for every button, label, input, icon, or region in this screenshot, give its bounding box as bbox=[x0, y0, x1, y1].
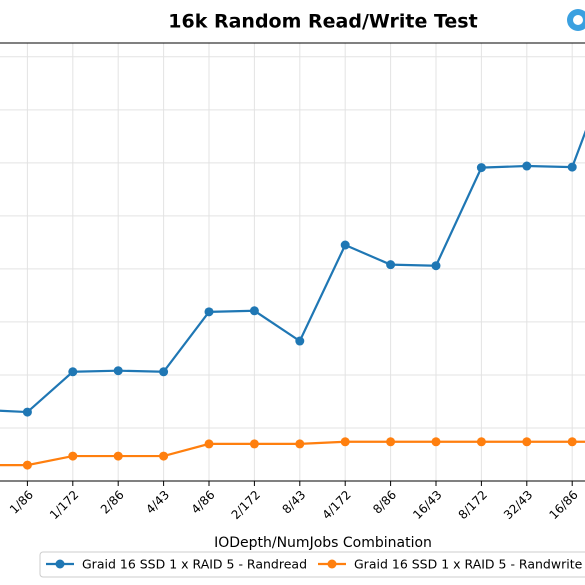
point bbox=[295, 336, 305, 346]
point bbox=[567, 437, 577, 447]
point bbox=[431, 261, 441, 271]
point bbox=[340, 437, 350, 447]
point bbox=[68, 367, 78, 377]
x-axis-label: IODepth/NumJobs Combination bbox=[214, 535, 432, 551]
point bbox=[567, 162, 577, 172]
point bbox=[113, 451, 123, 461]
point bbox=[431, 437, 441, 447]
point bbox=[204, 307, 214, 317]
point bbox=[522, 437, 532, 447]
chart-title: 16k Random Read/Write Test bbox=[168, 11, 477, 33]
logo-inner bbox=[573, 15, 583, 25]
legend bbox=[39, 551, 585, 578]
legend-marker bbox=[327, 559, 337, 569]
point bbox=[386, 260, 396, 270]
point bbox=[113, 366, 123, 376]
legend-marker bbox=[55, 559, 65, 569]
legend-label: Graid 16 SSD 1 x RAID 5 - Randwrite bbox=[354, 557, 583, 572]
point bbox=[522, 161, 532, 171]
point bbox=[204, 439, 214, 449]
point bbox=[249, 439, 259, 449]
point bbox=[476, 437, 486, 447]
point bbox=[22, 460, 32, 470]
point bbox=[159, 367, 169, 377]
point bbox=[22, 407, 32, 417]
point bbox=[476, 163, 486, 173]
point bbox=[249, 306, 259, 316]
point bbox=[340, 240, 350, 250]
point bbox=[68, 451, 78, 461]
point bbox=[295, 439, 305, 449]
legend-label: Graid 16 SSD 1 x RAID 5 - Randread bbox=[82, 557, 307, 572]
point bbox=[159, 451, 169, 461]
point bbox=[386, 437, 396, 447]
